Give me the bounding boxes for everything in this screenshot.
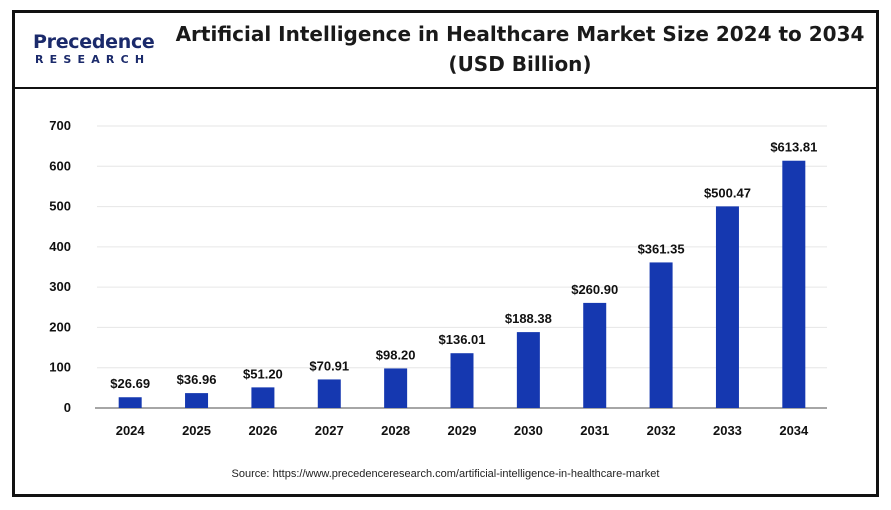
y-tick-label: 200 — [49, 319, 71, 334]
chart-title-line-2: (USD Billion) — [448, 52, 592, 76]
precedence-research-logo: Precedence RESEARCH — [33, 31, 173, 79]
bar — [516, 332, 540, 408]
bar — [384, 368, 408, 408]
logo-name: Precedence — [33, 31, 155, 53]
chart-title-line-1: Artificial Intelligence in Healthcare Ma… — [175, 22, 865, 46]
data-label: $26.69 — [110, 376, 150, 391]
x-tick-label: 2031 — [580, 423, 609, 438]
bar — [251, 387, 275, 408]
header: Precedence RESEARCH Artificial Intellige… — [15, 13, 876, 89]
data-label: $260.90 — [571, 282, 618, 297]
bar — [118, 397, 142, 408]
x-tick-label: 2033 — [713, 423, 742, 438]
data-label: $500.47 — [704, 185, 751, 200]
x-tick-label: 2027 — [315, 423, 344, 438]
x-tick-label: 2030 — [514, 423, 543, 438]
source-note: Source: https://www.precedenceresearch.c… — [231, 468, 660, 480]
y-tick-label: 100 — [49, 360, 71, 375]
data-label: $36.96 — [177, 372, 217, 387]
x-tick-label: 2026 — [248, 423, 277, 438]
data-label: $613.81 — [770, 140, 817, 155]
bar — [185, 393, 209, 408]
bar — [649, 262, 673, 408]
bar — [450, 353, 474, 408]
chart-frame: Precedence RESEARCH Artificial Intellige… — [12, 10, 879, 497]
x-tick-label: 2028 — [381, 423, 410, 438]
y-tick-label: 0 — [64, 400, 71, 415]
logo-sub: RESEARCH — [35, 53, 151, 66]
y-tick-label: 400 — [49, 239, 71, 254]
bar — [715, 206, 739, 408]
y-tick-label: 500 — [49, 199, 71, 214]
x-tick-label: 2024 — [116, 423, 146, 438]
chart-title: Artificial Intelligence in Healthcare Ma… — [175, 19, 865, 79]
y-tick-label: 300 — [49, 279, 71, 294]
data-label: $98.20 — [376, 347, 416, 362]
data-label: $136.01 — [439, 332, 486, 347]
x-tick-label: 2025 — [182, 423, 211, 438]
y-tick-label: 600 — [49, 158, 71, 173]
y-tick-label: 700 — [49, 118, 71, 133]
bar — [583, 302, 607, 408]
bar — [317, 379, 341, 408]
x-tick-label: 2034 — [779, 423, 809, 438]
x-tick-label: 2029 — [448, 423, 477, 438]
data-label: $51.20 — [243, 366, 283, 381]
data-label: $70.91 — [309, 358, 349, 373]
data-label: $361.35 — [638, 241, 685, 256]
bar — [782, 160, 806, 408]
data-label: $188.38 — [505, 311, 552, 326]
bar-chart: 0 100 200 300 400 500 600 700 $26.69 2024 $36.96 20… — [49, 118, 827, 438]
x-tick-label: 2032 — [647, 423, 676, 438]
